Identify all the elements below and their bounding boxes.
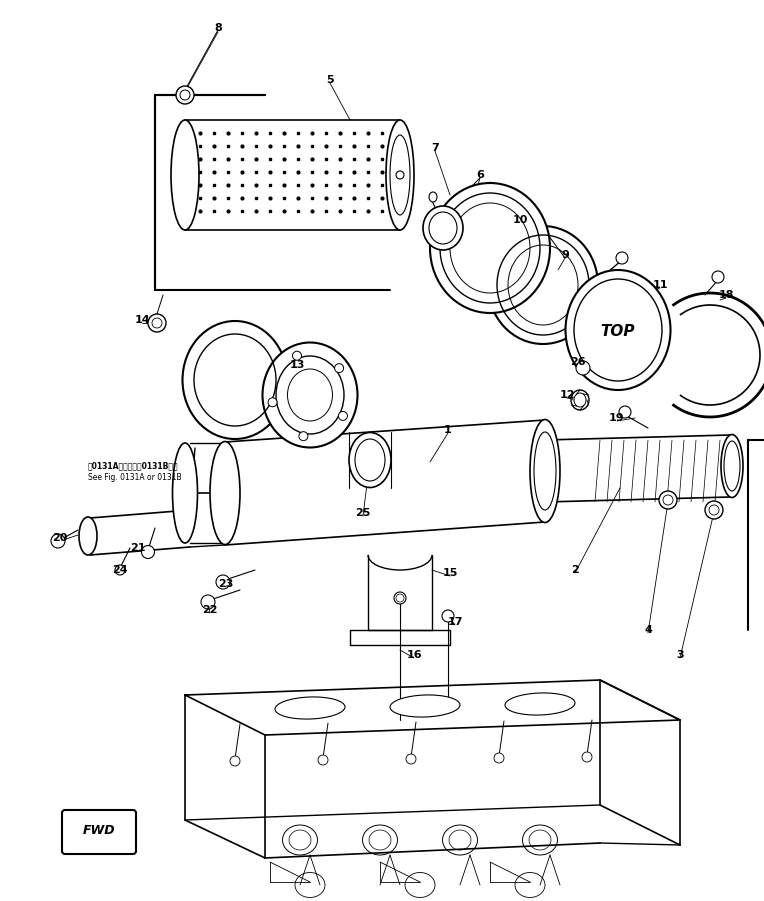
Ellipse shape xyxy=(386,120,414,230)
Ellipse shape xyxy=(394,592,406,604)
Text: 16: 16 xyxy=(406,650,422,660)
Ellipse shape xyxy=(659,491,677,509)
Ellipse shape xyxy=(721,434,743,497)
Ellipse shape xyxy=(210,441,240,544)
Ellipse shape xyxy=(616,252,628,264)
Text: 13: 13 xyxy=(290,360,305,370)
Ellipse shape xyxy=(201,595,215,609)
Ellipse shape xyxy=(230,756,240,766)
Ellipse shape xyxy=(148,314,166,332)
Ellipse shape xyxy=(571,390,589,410)
Ellipse shape xyxy=(430,183,550,313)
Text: 図0131A図または図0131B参照: 図0131A図または図0131B参照 xyxy=(88,461,179,470)
Text: 26: 26 xyxy=(570,357,586,367)
Text: 18: 18 xyxy=(718,290,733,300)
Ellipse shape xyxy=(619,406,631,418)
Text: 23: 23 xyxy=(219,579,234,589)
Ellipse shape xyxy=(423,206,463,250)
Text: 6: 6 xyxy=(476,170,484,180)
Ellipse shape xyxy=(216,575,230,589)
Ellipse shape xyxy=(183,321,287,439)
Ellipse shape xyxy=(293,351,302,360)
Text: 11: 11 xyxy=(652,280,668,290)
Ellipse shape xyxy=(582,752,592,762)
Text: 14: 14 xyxy=(134,315,150,325)
Ellipse shape xyxy=(488,226,598,344)
Text: 5: 5 xyxy=(326,75,334,85)
Text: 10: 10 xyxy=(513,215,528,225)
Text: 1: 1 xyxy=(444,425,452,435)
Text: FWD: FWD xyxy=(83,824,115,838)
Ellipse shape xyxy=(712,271,724,283)
Text: 25: 25 xyxy=(355,508,371,518)
Text: 19: 19 xyxy=(609,413,625,423)
Ellipse shape xyxy=(505,693,575,715)
Ellipse shape xyxy=(318,755,328,765)
Text: 20: 20 xyxy=(52,533,68,543)
Ellipse shape xyxy=(349,432,391,487)
Ellipse shape xyxy=(390,695,460,717)
Ellipse shape xyxy=(141,545,154,559)
Text: 9: 9 xyxy=(561,250,569,260)
Text: 21: 21 xyxy=(130,543,146,553)
Ellipse shape xyxy=(576,361,590,375)
Ellipse shape xyxy=(51,534,65,548)
FancyBboxPatch shape xyxy=(62,810,136,854)
Ellipse shape xyxy=(396,171,404,179)
Ellipse shape xyxy=(338,412,348,421)
Ellipse shape xyxy=(429,192,437,202)
Ellipse shape xyxy=(406,754,416,764)
Ellipse shape xyxy=(335,364,344,373)
Text: 3: 3 xyxy=(676,650,684,660)
Text: See Fig. 0131A or 0131B: See Fig. 0131A or 0131B xyxy=(88,472,182,481)
Ellipse shape xyxy=(263,342,358,448)
Text: 2: 2 xyxy=(571,565,579,575)
Ellipse shape xyxy=(494,753,504,763)
Text: 17: 17 xyxy=(447,617,463,627)
Ellipse shape xyxy=(565,270,671,390)
Text: 8: 8 xyxy=(214,23,222,33)
Ellipse shape xyxy=(442,610,454,622)
Text: 12: 12 xyxy=(559,390,575,400)
Ellipse shape xyxy=(299,432,308,441)
Text: 4: 4 xyxy=(644,625,652,635)
Text: TOP: TOP xyxy=(601,324,635,340)
Ellipse shape xyxy=(268,397,277,406)
Ellipse shape xyxy=(173,443,198,543)
Text: 15: 15 xyxy=(442,568,458,578)
Text: 22: 22 xyxy=(202,605,218,615)
Text: 24: 24 xyxy=(112,565,128,575)
Text: 7: 7 xyxy=(431,143,439,153)
Ellipse shape xyxy=(530,420,560,523)
Ellipse shape xyxy=(275,697,345,719)
Ellipse shape xyxy=(79,517,97,555)
Ellipse shape xyxy=(176,86,194,104)
Ellipse shape xyxy=(705,501,723,519)
Ellipse shape xyxy=(171,120,199,230)
Ellipse shape xyxy=(115,565,125,575)
